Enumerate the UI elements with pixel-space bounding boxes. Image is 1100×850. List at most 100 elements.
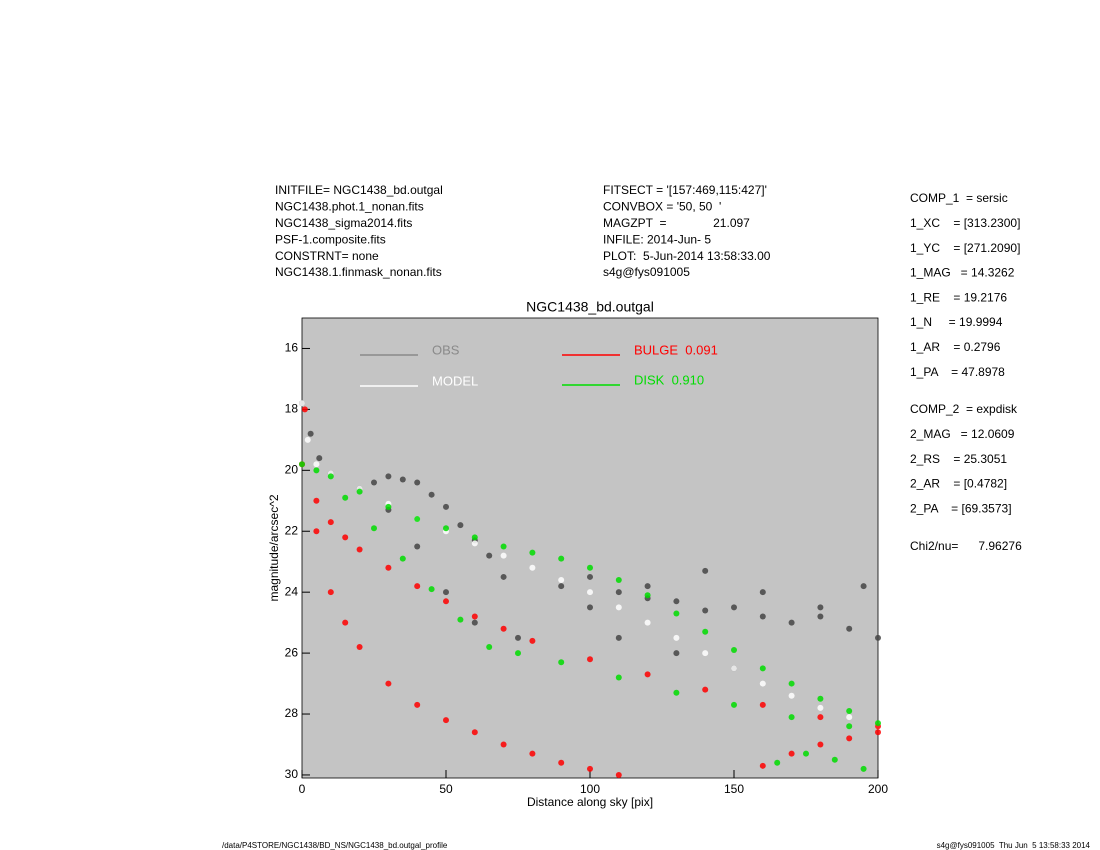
- y-axis-label: magnitude/arcsec^2: [267, 494, 281, 601]
- data-point: [615, 674, 622, 681]
- data-point: [486, 552, 493, 559]
- param-line: 2_MAG = 12.0609: [910, 427, 1015, 441]
- data-point: [500, 543, 507, 550]
- param-line: 2_PA = [69.3573]: [910, 501, 1012, 515]
- data-point: [385, 564, 392, 571]
- data-point: [846, 723, 853, 730]
- data-point: [759, 665, 766, 672]
- data-point: [385, 503, 392, 510]
- data-point: [702, 628, 709, 635]
- data-point: [831, 756, 838, 763]
- y-tick-label: 20: [285, 462, 299, 476]
- data-point: [471, 613, 478, 620]
- data-point: [702, 567, 709, 574]
- data-point: [301, 406, 308, 413]
- param-line: 1_N = 19.9994: [910, 315, 1003, 329]
- x-tick-label: 0: [299, 782, 306, 796]
- data-point: [558, 759, 565, 766]
- data-point: [846, 625, 853, 632]
- x-tick-label: 200: [868, 782, 888, 796]
- data-point: [457, 616, 464, 623]
- data-point: [443, 503, 449, 510]
- param-line: 1_PA = 47.8978: [910, 365, 1005, 379]
- data-point: [615, 771, 622, 778]
- footer-left: /data/P4STORE/NGC1438/BD_NS/NGC1438_bd.o…: [222, 841, 448, 850]
- data-point: [313, 461, 320, 468]
- data-point: [788, 750, 795, 757]
- data-point: [327, 589, 334, 596]
- data-point: [399, 476, 406, 483]
- data-point: [788, 680, 795, 687]
- header-line: s4g@fys091005: [603, 265, 690, 279]
- data-point: [846, 735, 853, 742]
- param-line: 1_MAG = 14.3262: [910, 266, 1015, 280]
- legend-label: OBS: [432, 342, 460, 357]
- data-point: [644, 619, 651, 626]
- data-point: [414, 516, 421, 523]
- header-line: NGC1438_sigma2014.fits: [275, 216, 412, 230]
- data-point: [817, 613, 824, 620]
- param-line: COMP_2 = expdisk: [910, 402, 1018, 416]
- data-point: [443, 525, 449, 532]
- data-point: [356, 546, 363, 553]
- data-point: [673, 610, 680, 617]
- header-line: INFILE: 2014-Jun- 5: [603, 232, 711, 246]
- data-point: [558, 576, 565, 583]
- data-point: [803, 750, 809, 757]
- data-point: [817, 741, 824, 748]
- data-point: [457, 522, 464, 529]
- data-point: [500, 625, 507, 632]
- data-point: [759, 680, 766, 687]
- legend-label: BULGE 0.091: [634, 342, 718, 357]
- data-point: [313, 497, 320, 504]
- data-point: [875, 720, 881, 727]
- footer-right: s4g@fys091005 Thu Jun 5 13:58:33 2014: [937, 841, 1091, 850]
- chi2: Chi2/nu= 7.96276: [910, 539, 1022, 553]
- data-point: [774, 759, 781, 766]
- y-tick-label: 18: [285, 402, 299, 416]
- y-tick-label: 26: [285, 645, 299, 659]
- data-point: [759, 762, 766, 769]
- header-line: CONSTRNT= none: [275, 249, 379, 263]
- legend-label: DISK 0.910: [634, 372, 704, 387]
- data-point: [644, 671, 651, 678]
- data-point: [817, 695, 824, 702]
- y-tick-label: 28: [285, 706, 299, 720]
- data-point: [304, 436, 311, 443]
- data-point: [644, 592, 651, 599]
- data-point: [500, 552, 507, 559]
- param-line: COMP_1 = sersic: [910, 191, 1008, 205]
- data-point: [817, 604, 824, 611]
- data-point: [371, 525, 377, 532]
- data-point: [558, 555, 565, 562]
- data-point: [558, 583, 565, 590]
- data-point: [471, 619, 478, 626]
- data-point: [759, 589, 766, 596]
- header-line: INITFILE= NGC1438_bd.outgal: [275, 183, 443, 197]
- data-point: [371, 479, 377, 486]
- data-point: [788, 619, 795, 626]
- data-point: [327, 519, 334, 526]
- legend-label: MODEL: [432, 373, 478, 388]
- y-tick-label: 22: [285, 523, 299, 537]
- header-line: CONVBOX = '50, 50 ': [603, 200, 721, 214]
- data-point: [788, 692, 795, 699]
- data-point: [307, 430, 314, 437]
- chart-title: NGC1438_bd.outgal: [526, 299, 654, 315]
- param-line: 1_YC = [271.2090]: [910, 241, 1020, 255]
- data-point: [817, 704, 824, 711]
- x-tick-label: 100: [580, 782, 600, 796]
- header-line: FITSECT = '[157:469,115:427]': [603, 183, 767, 197]
- data-point: [587, 765, 593, 772]
- data-point: [486, 644, 493, 651]
- data-point: [327, 473, 334, 480]
- data-point: [515, 634, 521, 641]
- data-point: [313, 528, 320, 535]
- data-point: [443, 598, 449, 605]
- y-tick-label: 24: [285, 584, 299, 598]
- data-point: [515, 650, 521, 657]
- data-point: [428, 586, 435, 593]
- data-point: [673, 634, 680, 641]
- data-point: [615, 634, 622, 641]
